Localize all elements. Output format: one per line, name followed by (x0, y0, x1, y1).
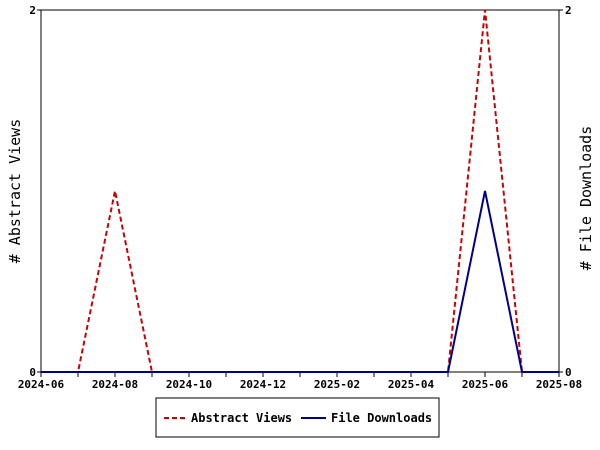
y2-tick-label-2: 2 (565, 4, 572, 17)
series-line-file-downloads (41, 190, 559, 373)
x-tick-label-2025-02: 2025-02 (314, 378, 360, 391)
x-tick-label-2024-06: 2024-06 (18, 378, 65, 391)
legend-box (155, 397, 440, 438)
legend-label-abstract-views: Abstract Views (191, 411, 292, 425)
y2-axis-title: # File Downloads (577, 126, 595, 271)
y-tick-label-0: 0 (29, 366, 36, 379)
y2-tick-label-0: 0 (565, 366, 572, 379)
x-tick-label-2024-08: 2024-08 (92, 378, 138, 391)
x-tick-label-2025-08: 2025-08 (536, 378, 582, 391)
legend-label-file-downloads: File Downloads (331, 411, 432, 425)
x-tick-label-2025-06: 2025-06 (462, 378, 509, 391)
y-axis-labels: 0 2 0 2 (29, 4, 571, 379)
x-tick-label-2024-10: 2024-10 (166, 378, 212, 391)
x-tick-label-2025-04: 2025-04 (388, 378, 435, 391)
x-tick-label-2024-12: 2024-12 (240, 378, 286, 391)
series-lines (41, 9, 559, 373)
y-tick-label-2: 2 (29, 4, 36, 17)
legend: Abstract Views File Downloads (155, 397, 440, 438)
x-axis-labels: 2024-06 2024-08 2024-10 2024-12 2025-02 2025-… (18, 378, 582, 391)
y-axis-title: # Abstract Views (6, 119, 24, 264)
plot-area (40, 9, 560, 373)
